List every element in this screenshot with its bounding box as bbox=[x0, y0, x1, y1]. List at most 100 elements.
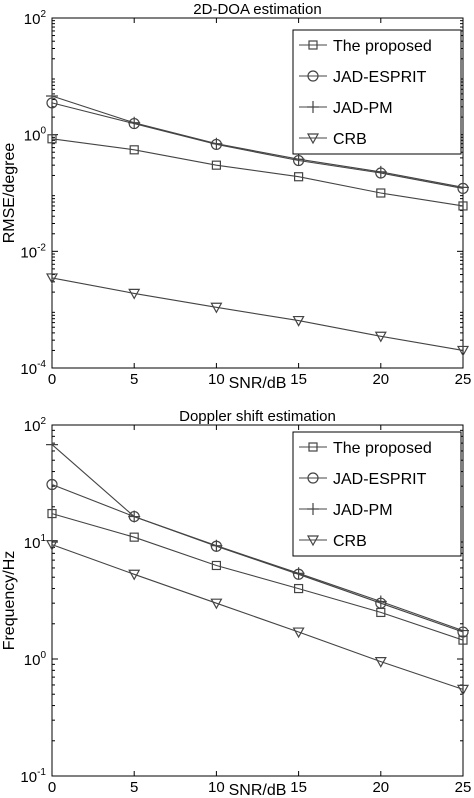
panel-1-x-tick-label: 20 bbox=[372, 371, 389, 388]
panel-2-data-point bbox=[210, 539, 223, 552]
panel-1-y-tick-label: 10-4 bbox=[20, 359, 46, 378]
panel-1-legend-label: The proposed bbox=[333, 38, 432, 55]
panel-1-y-tick-label: 100 bbox=[24, 126, 47, 145]
panel-1-data-point bbox=[294, 172, 304, 182]
panel-1-y-axis: 10-4 10-2 100 102 bbox=[20, 9, 463, 378]
panel-2-data-point bbox=[211, 560, 221, 571]
panel-2-y-tick-label: 102 bbox=[24, 416, 47, 435]
panel-2-legend-marker bbox=[308, 442, 318, 452]
panel-2-legend-label: CRB bbox=[333, 533, 367, 550]
panel-2-title: Doppler shift estimation bbox=[179, 408, 336, 425]
panel-2-data-point bbox=[46, 438, 58, 451]
panel-1-x-tick-label: 5 bbox=[130, 371, 138, 388]
panel-2-data-point bbox=[128, 510, 141, 523]
panel-2-data-point bbox=[210, 598, 223, 610]
panel-2-data-point bbox=[45, 540, 59, 551]
panel-2-series-line bbox=[51, 544, 464, 690]
panel-2-legend-marker bbox=[306, 535, 320, 547]
panel-1-x-tick-label: 0 bbox=[48, 371, 56, 388]
panel-2-data-point bbox=[294, 583, 304, 594]
panel-1-data-point bbox=[374, 331, 387, 343]
panel-1-legend-label: JAD-ESPRIT bbox=[333, 69, 427, 86]
panel-1-x-tick-label: 15 bbox=[290, 371, 307, 388]
panel-1-data-point bbox=[45, 273, 59, 285]
panel-2-y-tick-label: 100 bbox=[24, 650, 47, 669]
panel-2-data-point bbox=[129, 532, 139, 542]
panel-1-x-axis-label: SNR/dB bbox=[229, 375, 287, 392]
panel-1-x-axis: 0 5 10 15 20 25 bbox=[48, 18, 472, 388]
panel-1-series bbox=[45, 90, 470, 357]
panel-1-series-line bbox=[51, 277, 464, 351]
panel-2-data-point bbox=[47, 508, 57, 519]
panel-1-title: 2D-DOA estimation bbox=[193, 1, 321, 18]
panel-2-series-triangle-down bbox=[45, 540, 470, 696]
panel-1-x-tick-label: 25 bbox=[455, 371, 472, 388]
panel-2-data-point bbox=[128, 569, 141, 581]
panel-2-x-axis-label: SNR/dB bbox=[229, 782, 287, 798]
panel-1-data-point bbox=[457, 181, 469, 194]
panel-1-data-point bbox=[456, 345, 470, 357]
panel-2-y-axis-label: Frequency/Hz bbox=[1, 551, 18, 651]
panel-1-data-point bbox=[46, 90, 58, 103]
panel-1-data-point bbox=[376, 188, 386, 198]
panel-2-series bbox=[45, 438, 470, 696]
panel-2-y-axis: 10-1 100 101 102 bbox=[20, 416, 463, 786]
panel-1-data-point bbox=[128, 116, 141, 129]
panel-2-legend-label: JAD-PM bbox=[333, 502, 393, 519]
panel-1-data-point bbox=[128, 288, 141, 300]
panel-2-legend-label: JAD-ESPRIT bbox=[333, 471, 427, 488]
panel-2-legend-marker bbox=[307, 503, 319, 515]
panel-2-series-plus bbox=[46, 438, 469, 637]
panel-2-legend-box bbox=[292, 431, 462, 557]
panel-2-data-point bbox=[46, 478, 58, 491]
panel-1-legend-marker bbox=[307, 70, 319, 82]
panel-2-x-tick-label: 15 bbox=[290, 779, 307, 796]
panel-1-data-point bbox=[458, 201, 468, 211]
panel-2-data-point bbox=[457, 624, 469, 637]
panel-1-series-plus bbox=[46, 90, 469, 194]
panel-1-data-point bbox=[211, 160, 221, 170]
panel-2-legend-marker bbox=[307, 472, 319, 484]
panel-1-legend: The proposed JAD-ESPRIT JAD-PM CRB bbox=[292, 29, 462, 155]
panel-1-data-point bbox=[210, 137, 223, 150]
panel-2-y-tick-label: 101 bbox=[24, 533, 47, 552]
panel-1-y-tick-label: 10-2 bbox=[20, 242, 46, 261]
panel-1-legend-marker bbox=[308, 40, 318, 50]
panel-1-legend-marker bbox=[307, 101, 319, 113]
panel-2-y-tick-label: 10-1 bbox=[20, 767, 46, 786]
panel-1-series-square bbox=[47, 134, 468, 211]
panel-2-x-tick-label: 25 bbox=[455, 779, 472, 796]
panel-1-data-point bbox=[292, 153, 305, 166]
panel-1-legend-marker bbox=[306, 133, 320, 145]
panel-1-y-tick-label: 102 bbox=[24, 9, 47, 28]
panel-1-y-axis-label: RMSE/degree bbox=[1, 143, 18, 244]
panel-2-data-point bbox=[374, 657, 387, 668]
panel-2-data-point bbox=[456, 684, 470, 696]
panel-2-x-axis: 0 5 10 15 20 25 bbox=[48, 425, 472, 796]
panel-1-legend-label: CRB bbox=[333, 131, 367, 148]
panel-2-x-tick-label: 5 bbox=[130, 779, 138, 796]
panel-2-data-point bbox=[292, 627, 305, 639]
panel-2-series-line bbox=[51, 483, 464, 633]
panel-2-x-tick-label: 10 bbox=[208, 779, 225, 796]
panel-2-data-point bbox=[374, 595, 387, 608]
panel-1-data-point bbox=[129, 145, 139, 155]
panel-2-x-tick-label: 20 bbox=[372, 779, 389, 796]
panel-1-legend-box bbox=[292, 29, 462, 155]
panel-1-series-line bbox=[51, 138, 464, 207]
panel-2-data-point bbox=[292, 567, 305, 580]
panel-2-series-line bbox=[51, 444, 464, 632]
panel-2-series-square bbox=[47, 508, 468, 645]
panel-1-series-triangle-down bbox=[45, 273, 470, 357]
panel-1-data-point bbox=[292, 315, 305, 327]
panel-2-x-tick-label: 0 bbox=[48, 779, 56, 796]
panel-1-x-tick-label: 10 bbox=[208, 371, 225, 388]
panel-1-data-point bbox=[210, 302, 223, 314]
panel-1-series-line bbox=[51, 95, 464, 188]
panel-2-legend: The proposed JAD-ESPRIT JAD-PM CRB bbox=[292, 431, 462, 557]
panel-1-data-point bbox=[374, 165, 387, 178]
panel-1-legend-label: JAD-PM bbox=[333, 100, 393, 117]
